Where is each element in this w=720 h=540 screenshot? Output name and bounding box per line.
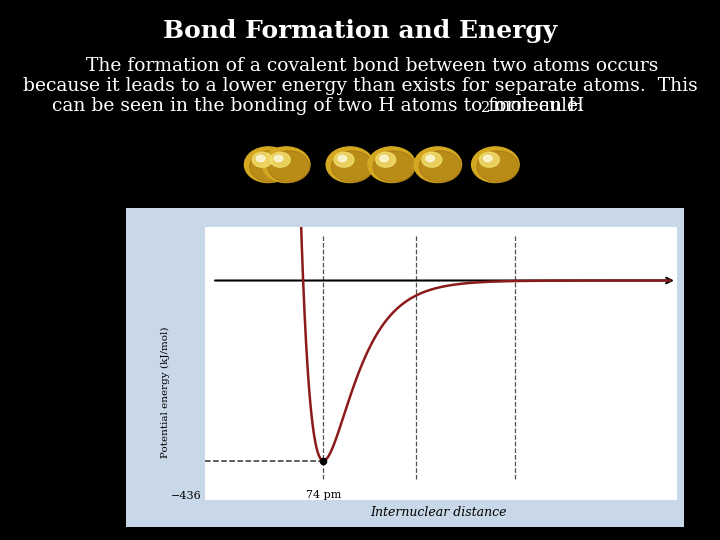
- Text: The formation of a covalent bond between two atoms occurs: The formation of a covalent bond between…: [62, 57, 658, 75]
- Text: Potential energy (kJ/mol): Potential energy (kJ/mol): [161, 327, 170, 458]
- Text: Bond Formation and Energy: Bond Formation and Energy: [163, 19, 557, 43]
- Text: 74 pm: 74 pm: [306, 490, 341, 501]
- Text: −436: −436: [171, 491, 202, 501]
- Text: can be seen in the bonding of two H atoms to form an H: can be seen in the bonding of two H atom…: [52, 97, 584, 114]
- Text: 2: 2: [481, 101, 490, 115]
- Text: molecule.: molecule.: [487, 97, 585, 114]
- Text: because it leads to a lower energy than exists for separate atoms.  This: because it leads to a lower energy than …: [22, 77, 698, 94]
- Text: Internuclear distance: Internuclear distance: [370, 505, 507, 518]
